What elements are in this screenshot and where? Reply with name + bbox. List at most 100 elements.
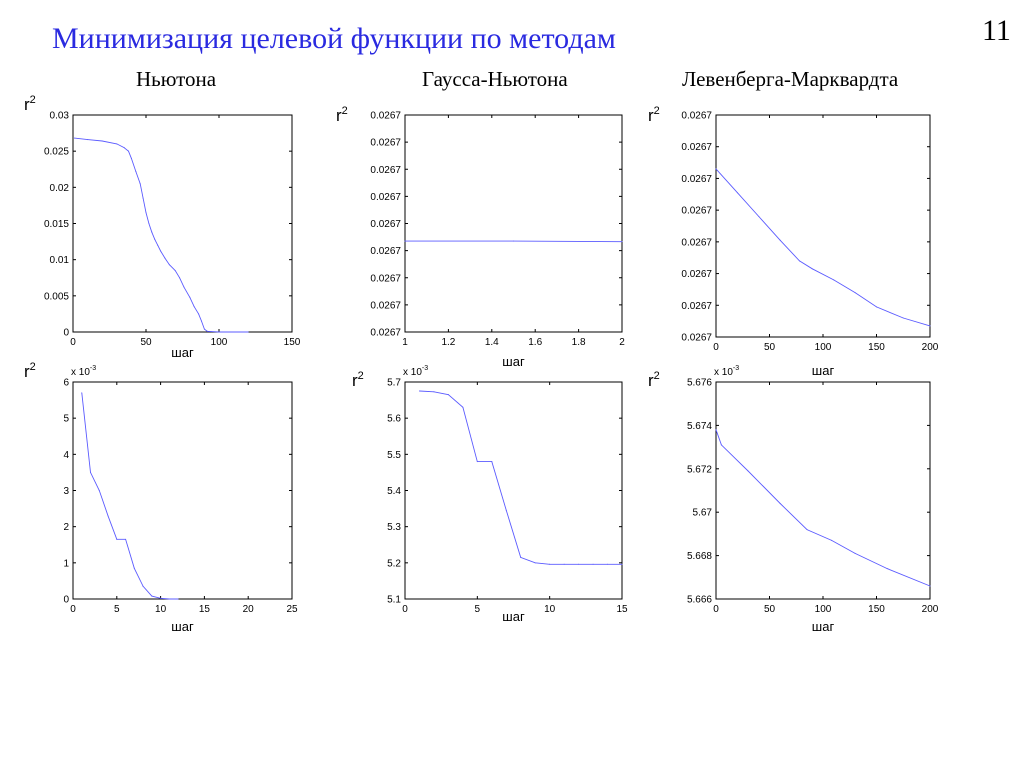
y-tick-label: 0.0267 bbox=[370, 328, 401, 339]
data-point bbox=[81, 392, 83, 394]
series-line bbox=[419, 390, 622, 565]
data-point bbox=[513, 240, 514, 242]
data-point bbox=[886, 568, 888, 570]
plot-2: 1 1.2 1.4 1.6 1.8 2 0.0267 0.0267 0.0267 0.0267 0.… bbox=[336, 105, 625, 369]
y-tick-label: 5.666 bbox=[687, 595, 712, 606]
data-point bbox=[200, 320, 202, 322]
x-axis-label: шаг bbox=[171, 345, 194, 360]
data-point bbox=[747, 470, 749, 472]
x-tick-label: 150 bbox=[868, 604, 885, 615]
y-tick-label: 0.0267 bbox=[681, 111, 712, 122]
x-tick-label: 150 bbox=[284, 337, 301, 348]
data-point bbox=[206, 330, 208, 332]
y-axis-label: r2 bbox=[24, 94, 36, 114]
page-number: 11 bbox=[982, 14, 1011, 47]
data-point bbox=[148, 223, 150, 224]
data-point bbox=[736, 192, 738, 194]
data-point bbox=[139, 183, 141, 185]
data-point bbox=[779, 503, 781, 505]
data-point bbox=[168, 264, 170, 266]
x-tick-label: 50 bbox=[764, 342, 776, 353]
y-axis-label: r2 bbox=[24, 361, 36, 381]
y-tick-label: 0.0267 bbox=[681, 174, 712, 185]
x-tick-label: 200 bbox=[922, 342, 939, 353]
y-tick-label: 5.6 bbox=[387, 414, 401, 425]
series-line bbox=[81, 392, 179, 600]
y-tick-label: 0.005 bbox=[44, 291, 69, 302]
data-point bbox=[203, 328, 205, 330]
y-tick-label: 0 bbox=[63, 328, 69, 339]
y-tick-label: 4 bbox=[63, 450, 69, 461]
plot-4: 0 5 10 15 20 25 0 1 2 3 4 5 6x 10-3 r2 шаг bbox=[24, 361, 298, 634]
x-tick-label: 1.2 bbox=[441, 337, 455, 348]
data-point bbox=[177, 598, 179, 600]
x-axis-label: шаг bbox=[171, 619, 194, 634]
y-tick-label: 0.0267 bbox=[681, 301, 712, 312]
x-tick-label: 10 bbox=[544, 604, 556, 615]
y-tick-label: 0.0267 bbox=[370, 111, 401, 122]
plot-6: 0 50 100 150 200 5.666 5.668 5.67 5.672 5.674 5.67… bbox=[648, 365, 939, 634]
data-point bbox=[798, 260, 800, 262]
x-tick-label: 100 bbox=[211, 337, 228, 348]
y-tick-label: 3 bbox=[63, 486, 69, 497]
data-point bbox=[621, 241, 623, 243]
y-tick-label: 0.02 bbox=[50, 183, 70, 194]
axis-exponent: x 10-3 bbox=[71, 365, 96, 378]
x-tick-label: 0 bbox=[402, 604, 408, 615]
y-tick-label: 0.03 bbox=[50, 111, 70, 122]
data-point bbox=[549, 563, 551, 565]
y-tick-label: 0 bbox=[63, 595, 69, 606]
data-point bbox=[160, 597, 162, 599]
plot-frame bbox=[72, 114, 293, 333]
x-axis-label: шаг bbox=[502, 354, 525, 369]
plot-1: 0 50 100 150 0 0.005 0.01 0.015 0.02 0.025 0.03 r2 ш… bbox=[24, 94, 301, 360]
data-point bbox=[831, 539, 833, 541]
series-line bbox=[74, 137, 249, 333]
y-tick-label: 5.3 bbox=[387, 522, 401, 533]
data-point bbox=[433, 391, 435, 393]
data-point bbox=[715, 168, 717, 170]
data-point bbox=[247, 331, 249, 333]
y-tick-label: 0.0267 bbox=[681, 269, 712, 280]
x-tick-label: 50 bbox=[764, 604, 776, 615]
data-point bbox=[174, 270, 176, 272]
data-point bbox=[607, 563, 609, 565]
y-tick-label: 5.5 bbox=[387, 450, 401, 461]
data-point bbox=[151, 231, 153, 233]
y-tick-label: 5.67 bbox=[693, 508, 713, 519]
y-tick-label: 0.0267 bbox=[681, 237, 712, 248]
x-tick-label: 5 bbox=[475, 604, 481, 615]
data-point bbox=[157, 244, 159, 246]
y-tick-label: 5 bbox=[63, 414, 69, 425]
y-tick-label: 0.0267 bbox=[370, 300, 401, 311]
data-point bbox=[142, 197, 144, 199]
y-tick-label: 0.0267 bbox=[370, 165, 401, 176]
data-point bbox=[168, 598, 170, 600]
x-tick-label: 2 bbox=[619, 337, 625, 348]
data-point bbox=[876, 306, 877, 308]
data-point bbox=[198, 313, 200, 315]
x-tick-label: 15 bbox=[616, 604, 628, 615]
data-point bbox=[447, 394, 449, 396]
column-title-gauss-newton: Гаусса-Ньютона bbox=[422, 67, 568, 91]
column-title-levenberg-marquardt: Левенберга-Марквардта bbox=[682, 67, 899, 91]
data-point bbox=[211, 331, 213, 333]
plot-frame bbox=[404, 114, 623, 333]
x-tick-label: 1.6 bbox=[528, 337, 542, 348]
y-axis-label: r2 bbox=[648, 370, 660, 390]
data-point bbox=[854, 552, 856, 554]
column-title-newton: Ньютона bbox=[136, 67, 217, 91]
data-point bbox=[833, 279, 835, 281]
x-axis-label: шаг bbox=[812, 363, 835, 378]
plot-3: 0 50 100 150 200 0.0267 0.0267 0.0267 0.0267 0.02… bbox=[648, 105, 939, 378]
data-point bbox=[806, 529, 808, 531]
plot-5: 0 5 10 15 5.1 5.2 5.3 5.4 5.5 5.6 5.7x 10-3 r2 шаг bbox=[352, 365, 628, 624]
x-tick-label: 200 bbox=[922, 604, 939, 615]
data-point bbox=[811, 268, 813, 270]
data-point bbox=[107, 515, 109, 517]
data-point bbox=[720, 444, 722, 446]
x-tick-label: 1 bbox=[402, 337, 408, 348]
y-tick-label: 0.01 bbox=[50, 255, 70, 266]
data-point bbox=[462, 406, 464, 408]
